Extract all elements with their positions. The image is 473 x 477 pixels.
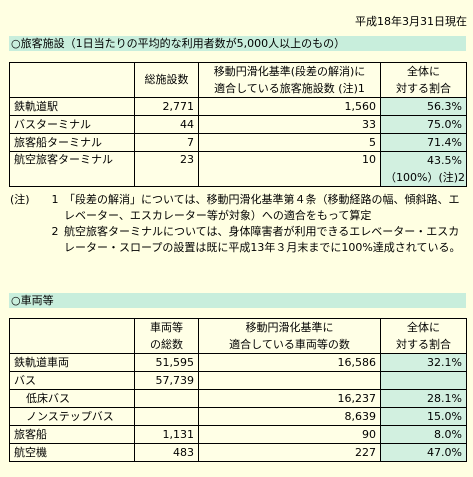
row-total: 1,131 (134, 425, 199, 444)
header-blank (9, 62, 135, 98)
note-item: (注) 1 「段差の解消」については、移動円滑化基準第４条（移動経路の幅、傾斜路… (10, 192, 470, 224)
row-compliant: 10 (198, 151, 381, 187)
facilities-table: 総施設数 移動円滑化基準(段差の解消)に 全体に 適合している旅客施設数 (注)… (9, 62, 467, 187)
row-compliant: 16,237 (198, 389, 381, 408)
row-total: 51,595 (134, 353, 199, 372)
row-ratio: 47.0% (380, 443, 467, 462)
row-name: 鉄軌道車両 (9, 353, 135, 372)
table-row: バス 57,739 (9, 371, 467, 390)
row-compliant: 227 (198, 443, 381, 462)
row-count: 44 (134, 115, 199, 134)
header-blank (9, 318, 135, 354)
notes-section: (注) 1 「段差の解消」については、移動円滑化基準第４条（移動経路の幅、傾斜路… (10, 192, 470, 256)
table-row: バスターミナル 44 33 75.0% (9, 115, 467, 134)
table-row: 鉄軌道駅 2,771 1,560 56.3% (9, 97, 467, 116)
row-ratio: 43.5% (380, 151, 467, 169)
row-compliant: 1,560 (198, 97, 381, 116)
row-count: 2,771 (134, 97, 199, 116)
row-total (134, 407, 199, 426)
row-name: 航空機 (9, 443, 135, 462)
row-name: バスターミナル (9, 115, 135, 134)
row-count: 7 (134, 133, 199, 152)
row-compliant: 5 (198, 133, 381, 152)
row-ratio: 32.1% (380, 353, 467, 372)
row-compliant: 33 (198, 115, 381, 134)
row-total: 57,739 (134, 371, 199, 390)
row-ratio: 71.4% (380, 133, 467, 152)
vehicles-section-title: ○車両等 (9, 293, 466, 308)
row-compliant (198, 371, 381, 390)
row-count: 23 (134, 151, 199, 187)
row-compliant: 16,586 (198, 353, 381, 372)
header-ratio-line2: 対する割合 (380, 336, 467, 354)
header-compliant-line2: 適合している旅客施設数 (注)1 (198, 80, 381, 98)
table-row: ノンステップバス 8,639 15.0% (9, 407, 467, 426)
header-compliant-line1: 移動円滑化基準に (198, 318, 381, 336)
note-text: 航空旅客ターミナルについては、身体障害者が利用できるエレベーター・エスカレーター… (64, 225, 461, 254)
as-of-date: 平成18年3月31日現在 (355, 15, 467, 28)
row-ratio: 28.1% (380, 389, 467, 408)
table-row: 旅客船 1,131 90 8.0% (9, 425, 467, 444)
table-row: 鉄軌道車両 51,595 16,586 32.1% (9, 353, 467, 372)
row-total: 483 (134, 443, 199, 462)
row-name: ノンステップバス (9, 407, 135, 426)
header-total-line1: 車両等 (134, 318, 199, 336)
header-ratio-line1: 全体に (380, 62, 467, 80)
vehicles-header-row: 車両等 移動円滑化基準に 全体に (9, 318, 467, 354)
facilities-header-row: 総施設数 移動円滑化基準(段差の解消)に 全体に (9, 62, 467, 98)
row-compliant: 8,639 (198, 407, 381, 426)
row-name: 旅客船ターミナル (9, 133, 135, 152)
row-ratio: 15.0% (380, 407, 467, 426)
note-number: 2 (51, 225, 59, 238)
header-ratio-line2: 対する割合 (380, 80, 467, 98)
table-row: 航空旅客ターミナル 23 10 43.5% (9, 151, 467, 187)
note-text: 「段差の解消」については、移動円滑化基準第４条（移動経路の幅、傾斜路、エレベータ… (64, 193, 460, 222)
header-compliant-line2: 適合している車両等の数 (198, 336, 381, 354)
header-compliant-line1: 移動円滑化基準(段差の解消)に (198, 62, 381, 80)
row-name: バス (9, 371, 135, 390)
note-number: 1 (51, 193, 59, 206)
header-total-facilities: 総施設数 (134, 62, 199, 98)
row-ratio-note: （100%）(注)2 (380, 169, 467, 187)
row-name: 鉄軌道駅 (9, 97, 135, 116)
row-name: 旅客船 (9, 425, 135, 444)
note-item: 2 航空旅客ターミナルについては、身体障害者が利用できるエレベーター・エスカレー… (10, 224, 470, 256)
row-name: 航空旅客ターミナル (9, 151, 135, 187)
table-row: 低床バス 16,237 28.1% (9, 389, 467, 408)
row-ratio (380, 371, 467, 390)
table-row: 旅客船ターミナル 7 5 71.4% (9, 133, 467, 152)
row-ratio: 8.0% (380, 425, 467, 444)
table-row: 航空機 483 227 47.0% (9, 443, 467, 462)
header-ratio-line1: 全体に (380, 318, 467, 336)
facilities-section-title: ○旅客施設（1日当たりの平均的な利用者数が5,000人以上のもの） (9, 36, 466, 51)
header-total-line2: の総数 (134, 336, 199, 354)
row-name: 低床バス (9, 389, 135, 408)
notes-label: (注) (10, 193, 30, 206)
row-total (134, 389, 199, 408)
vehicles-table: 車両等 移動円滑化基準に 全体に の総数 適合している車両等の数 対する割合 鉄… (9, 318, 467, 462)
row-ratio: 75.0% (380, 115, 467, 134)
row-compliant: 90 (198, 425, 381, 444)
row-ratio: 56.3% (380, 97, 467, 116)
